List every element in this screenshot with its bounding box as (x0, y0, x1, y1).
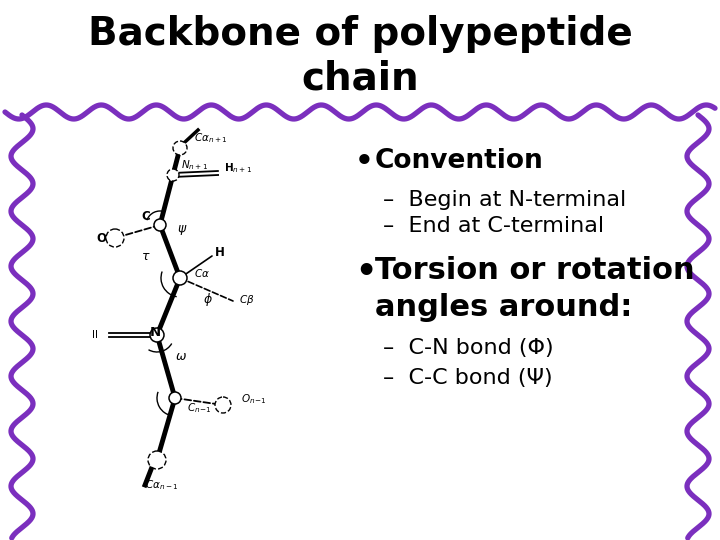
Circle shape (106, 229, 124, 247)
Circle shape (167, 169, 179, 181)
Text: $\phi$: $\phi$ (203, 292, 213, 308)
Text: II: II (92, 330, 98, 340)
Text: Convention: Convention (375, 148, 544, 174)
Circle shape (173, 141, 187, 155)
Text: $C_{n\!-\!1}$: $C_{n\!-\!1}$ (187, 401, 212, 415)
Circle shape (215, 397, 231, 413)
Text: –  End at C-terminal: – End at C-terminal (383, 216, 604, 236)
Circle shape (173, 271, 187, 285)
Circle shape (154, 219, 166, 231)
Text: O: O (96, 232, 106, 245)
Text: –  Begin at N-terminal: – Begin at N-terminal (383, 190, 626, 210)
Circle shape (150, 328, 164, 342)
Text: –  C-C bond (Ψ): – C-C bond (Ψ) (383, 368, 553, 388)
Text: –  C-N bond (Φ): – C-N bond (Φ) (383, 338, 554, 358)
Text: $C\alpha_{n-1}$: $C\alpha_{n-1}$ (145, 478, 179, 492)
Text: $\psi$: $\psi$ (177, 223, 187, 237)
Text: $C\beta$: $C\beta$ (239, 293, 255, 307)
Circle shape (169, 392, 181, 404)
Text: Backbone of polypeptide: Backbone of polypeptide (88, 15, 632, 53)
Text: C: C (142, 211, 150, 224)
Text: N: N (150, 327, 161, 340)
Text: •: • (355, 256, 377, 289)
Text: $C\alpha$: $C\alpha$ (194, 267, 210, 279)
Text: angles around:: angles around: (375, 293, 632, 322)
Text: $O_{n\!-\!1}$: $O_{n\!-\!1}$ (241, 392, 266, 406)
Text: chain: chain (301, 60, 419, 98)
Text: •: • (355, 148, 374, 176)
Text: $N_{n+1}$: $N_{n+1}$ (181, 158, 208, 172)
Text: H: H (215, 246, 225, 260)
Text: $C\alpha_{n+1}$: $C\alpha_{n+1}$ (194, 131, 228, 145)
Circle shape (148, 451, 166, 469)
Text: $\mathbf{H}_{n+1}$: $\mathbf{H}_{n+1}$ (224, 161, 252, 175)
Text: $\omega$: $\omega$ (175, 350, 187, 363)
Text: $\tau$: $\tau$ (141, 251, 150, 264)
Text: Torsion or rotation: Torsion or rotation (375, 256, 695, 285)
